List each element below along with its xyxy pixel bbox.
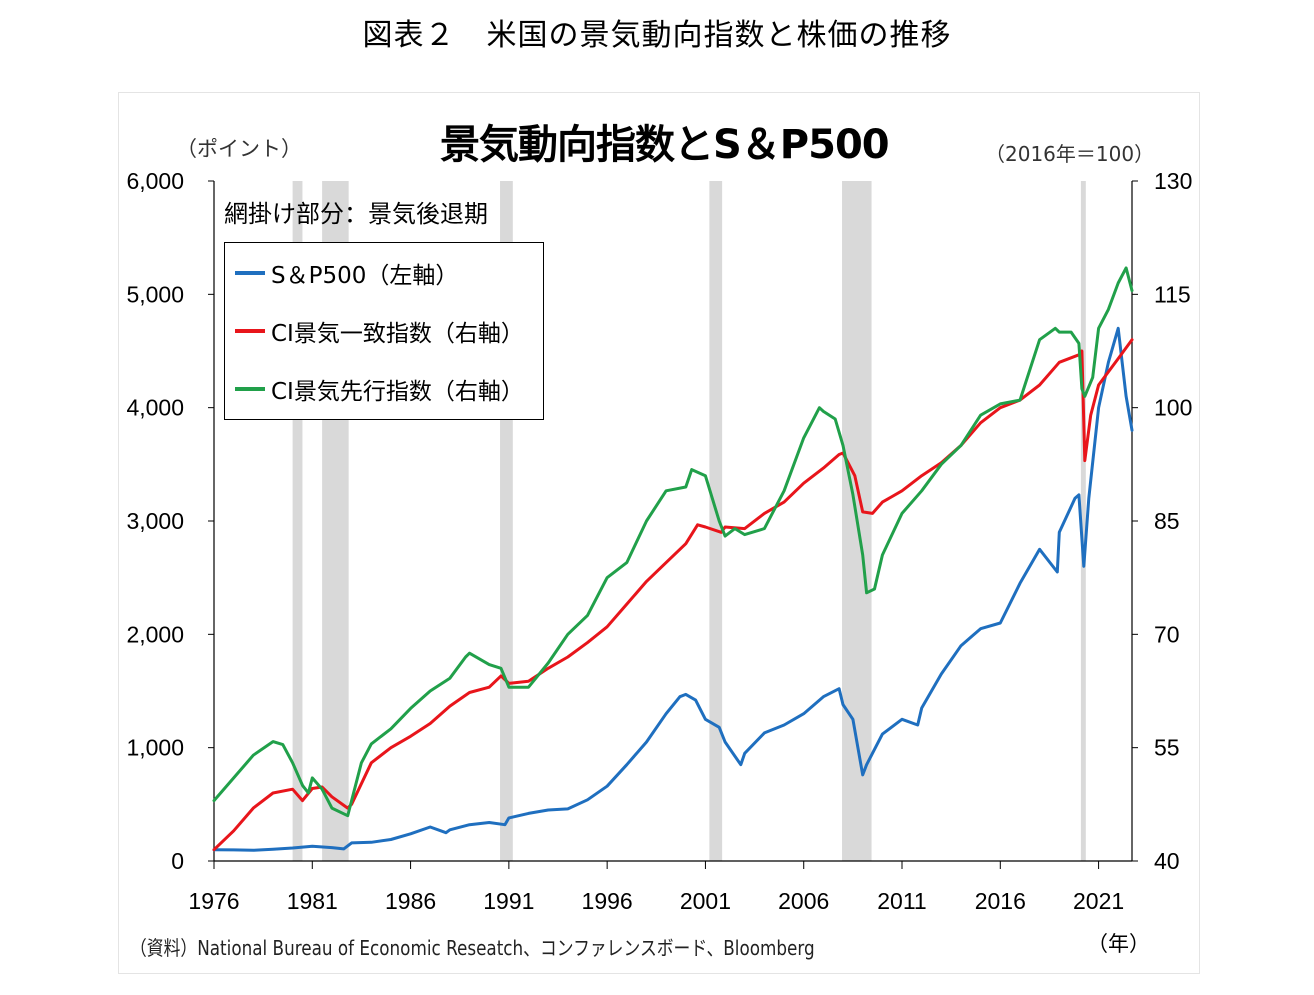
x-tick-label: 1996	[582, 888, 633, 914]
x-tick-label: 2006	[778, 888, 829, 914]
legend-item-sp500: S＆P500（左軸）	[235, 253, 458, 293]
recession-band-3	[709, 181, 723, 861]
legend-item-coincident: CI景気一致指数（右軸）	[235, 311, 524, 351]
left-tick-label: 2,000	[126, 621, 184, 647]
left-tick-label: 4,000	[126, 395, 184, 421]
legend-swatch-leading	[235, 387, 265, 391]
right-tick-label: 115	[1154, 281, 1191, 307]
left-tick-label: 5,000	[126, 281, 184, 307]
x-tick-label: 2016	[975, 888, 1026, 914]
legend-swatch-sp500	[235, 271, 265, 275]
recession-band-5	[1080, 181, 1086, 861]
x-tick-label: 2011	[877, 888, 926, 914]
source-note: （資料）National Bureau of Economic Reseatch…	[130, 936, 815, 960]
right-axis-unit: （2016年＝100）	[985, 142, 1155, 166]
left-tick-label: 3,000	[126, 508, 184, 534]
x-tick-label: 2001	[680, 888, 731, 914]
x-tick-label: 1991	[483, 888, 534, 914]
x-tick-label: 1976	[188, 888, 239, 914]
right-tick-label: 55	[1154, 735, 1180, 761]
legend-label-coincident: CI景気一致指数（右軸）	[271, 321, 524, 347]
x-tick-label: 2021	[1073, 888, 1124, 914]
right-tick-label: 40	[1154, 848, 1180, 874]
right-tick-label: 100	[1154, 395, 1192, 421]
x-tick-label: 1986	[385, 888, 436, 914]
chart-title: 景気動向指数とS＆P500	[440, 122, 890, 168]
figure-title: 図表２ 米国の景気動向指数と株価の推移	[362, 18, 952, 53]
legend-label-sp500: S＆P500（左軸）	[271, 263, 459, 289]
recession-band-0	[292, 181, 303, 861]
right-tick-label: 130	[1154, 168, 1192, 194]
legend-swatch-coincident	[235, 329, 265, 333]
left-tick-label: 6,000	[126, 168, 184, 194]
legend-label-leading: CI景気先行指数（右軸）	[271, 379, 524, 405]
legend-item-leading: CI景気先行指数（右軸）	[235, 369, 524, 409]
legend: S＆P500（左軸） CI景気一致指数（右軸） CI景気先行指数（右軸）	[224, 242, 544, 420]
x-axis-unit: （年）	[1087, 932, 1150, 956]
left-axis-unit: （ポイント）	[176, 137, 302, 161]
left-tick-label: 0	[171, 848, 184, 874]
recession-shading-note: 網掛け部分：景気後退期	[224, 200, 488, 228]
right-tick-label: 70	[1154, 621, 1180, 647]
right-tick-label: 85	[1154, 508, 1180, 534]
sp500-line	[212, 326, 1134, 852]
left-tick-label: 1,000	[126, 735, 184, 761]
leading-index-line	[212, 266, 1134, 818]
x-tick-label: 1981	[287, 888, 338, 914]
